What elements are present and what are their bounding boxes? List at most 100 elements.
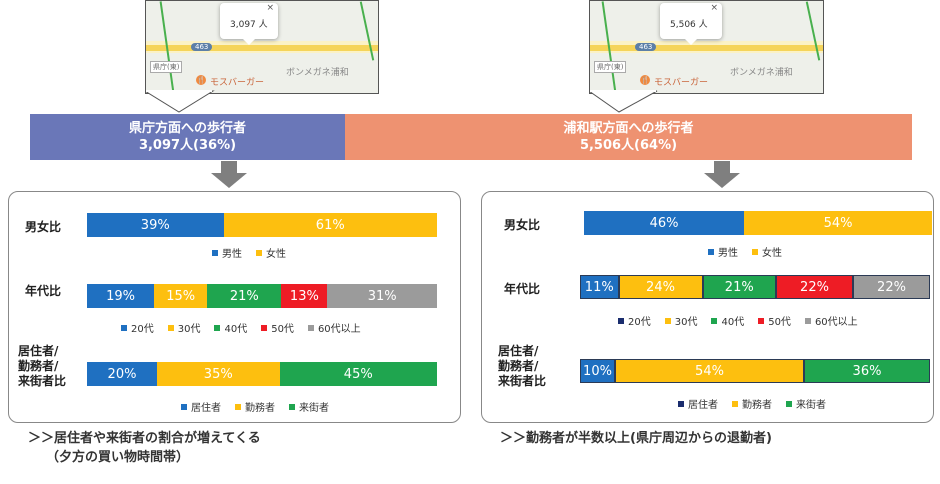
legend-age: 20代 30代 40代 50代 60代以上 (618, 313, 858, 328)
legend-label: 30代 (177, 324, 201, 335)
legend-item: 勤務者 (732, 396, 772, 411)
legend-swatch (752, 248, 758, 255)
legend-swatch (732, 400, 738, 407)
row-label-line: 居住者/ (18, 344, 59, 358)
bar-segment-30代: 24% (618, 275, 703, 299)
legend-item: 居住者 (678, 396, 718, 411)
bar-segment-男性: 46% (584, 211, 745, 235)
legend-swatch (261, 324, 268, 331)
row-label-resident: 居住者/ 勤務者/ 来街者比 (18, 344, 66, 389)
legend-item: 来街者 (289, 399, 329, 414)
legend-label: 40代 (721, 317, 745, 328)
legend-label: 20代 (628, 317, 651, 328)
bar-segment-60代以上: 31% (327, 284, 437, 308)
poi-label: モスバーガー (654, 78, 709, 88)
legend-swatch (289, 403, 295, 410)
legend-item: 50代 (261, 320, 294, 335)
legend-label: 20代 (131, 324, 154, 335)
bar-segment-30代: 15% (154, 284, 208, 308)
legend-item: 来街者 (786, 396, 826, 411)
map-right: 463 県庁(東) 🍴 モスバーガー ボンメガネ浦和 × 5,506 人 (589, 0, 824, 94)
legend-label: 50代 (271, 324, 294, 335)
legend-label: 来街者 (796, 400, 826, 411)
count-popup: × 3,097 人 (220, 3, 278, 45)
legend-label: 30代 (674, 317, 698, 328)
legend-swatch (214, 324, 221, 331)
legend-swatch (212, 249, 218, 256)
count-popup: × 5,506 人 (660, 3, 722, 45)
legend-label: 居住者 (191, 403, 221, 414)
callout-tail (145, 90, 215, 113)
legend-item: 20代 (121, 320, 154, 335)
bar-segment-来街者: 45% (279, 362, 437, 386)
bar-segment-居住者: 20% (87, 362, 157, 386)
legend-label: 40代 (224, 324, 248, 335)
legend-age: 20代 30代 40代 50代 60代以上 (121, 320, 361, 335)
bar-segment-60代以上: 22% (853, 275, 930, 299)
bar-segment-40代: 21% (702, 275, 776, 299)
legend-swatch (664, 317, 671, 324)
bar-segment-勤務者: 54% (615, 359, 804, 383)
legend-gender: 男性 女性 (212, 245, 286, 260)
legend-swatch (235, 403, 241, 410)
legend-resident: 居住者 勤務者 来街者 (678, 396, 826, 411)
legend-resident: 居住者 勤務者 来街者 (181, 399, 329, 414)
legend-item: 40代 (214, 320, 247, 335)
bar-resident: 20% 35% 45% (87, 362, 437, 386)
bar-segment-勤務者: 35% (157, 362, 280, 386)
legend-label: 来街者 (299, 403, 329, 414)
callout-tail (589, 90, 658, 113)
map-left: 463 県庁(東) 🍴 モスバーガー ボンメガネ浦和 × 3,097 人 (145, 0, 379, 94)
poi-icon: 🍴 (196, 75, 206, 85)
bar-segment-50代: 13% (281, 284, 328, 308)
panel-right: 男女比 46% 54% 男性 女性 年代比 11% 24% 21% 22% 22% 20代 3… (481, 191, 934, 423)
legend-swatch (678, 400, 684, 407)
legend-item: 女性 (752, 244, 782, 259)
row-label-line: 勤務者/ (18, 359, 59, 373)
banner-right: 浦和駅方面への歩行者 5,506人(64%) (345, 114, 912, 160)
legend-swatch (256, 249, 262, 256)
legend-label: 勤務者 (245, 403, 275, 414)
banner-left-count: 3,097人(36%) (138, 138, 237, 153)
bar-gender: 39% 61% (87, 213, 437, 237)
legend-label: 女性 (762, 248, 782, 259)
row-label-line: 来街者比 (18, 374, 67, 388)
bar-segment-20代: 11% (580, 275, 619, 299)
legend-item: 居住者 (181, 399, 221, 414)
legend-item: 30代 (664, 313, 698, 328)
legend-gender: 男性 女性 (708, 244, 782, 259)
poi-icon: 🍴 (640, 75, 650, 85)
bar-segment-40代: 21% (207, 284, 282, 308)
conclusion-left-line2: （夕方の買い物時間帯） (46, 450, 190, 465)
road-number-shield: 463 (635, 43, 657, 51)
down-arrow-icon (704, 161, 740, 188)
legend-swatch (711, 317, 718, 324)
banner-left-title: 県庁方面への歩行者 (128, 121, 246, 136)
bus-stop-sign: 県庁(東) (150, 61, 183, 73)
legend-swatch (181, 403, 187, 410)
legend-label: 男性 (718, 248, 738, 259)
close-icon[interactable]: × (710, 3, 718, 13)
bar-segment-女性: 54% (744, 211, 932, 235)
conclusion-right: ＞＞勤務者が半数以上(県庁周辺からの退勤者) (500, 431, 772, 446)
legend-swatch (167, 324, 174, 331)
close-icon[interactable]: × (266, 3, 274, 13)
bar-segment-男性: 39% (87, 213, 224, 237)
legend-swatch (758, 317, 765, 324)
row-label-age: 年代比 (504, 282, 541, 296)
conclusion-left-line1: ＞＞居住者や来街者の割合が増えてくる (28, 431, 261, 446)
row-label-line: 居住者/ (498, 344, 539, 358)
road (146, 45, 378, 51)
legend-item: 50代 (758, 313, 791, 328)
row-label-line: 勤務者/ (498, 359, 539, 373)
bar-segment-居住者: 10% (580, 359, 615, 383)
conclusion-left: ＞＞居住者や来街者の割合が増えてくる （夕方の買い物時間帯） (28, 429, 261, 467)
row-label-line: 来街者比 (498, 374, 547, 388)
bar-resident: 10% 54% 36% (580, 359, 930, 383)
legend-item: 男性 (708, 244, 738, 259)
banner-right-count: 5,506人(64%) (579, 138, 678, 153)
legend-item: 20代 (618, 313, 651, 328)
down-arrow-icon (211, 161, 247, 188)
road-number-shield: 463 (191, 43, 213, 51)
legend-swatch (708, 248, 714, 255)
